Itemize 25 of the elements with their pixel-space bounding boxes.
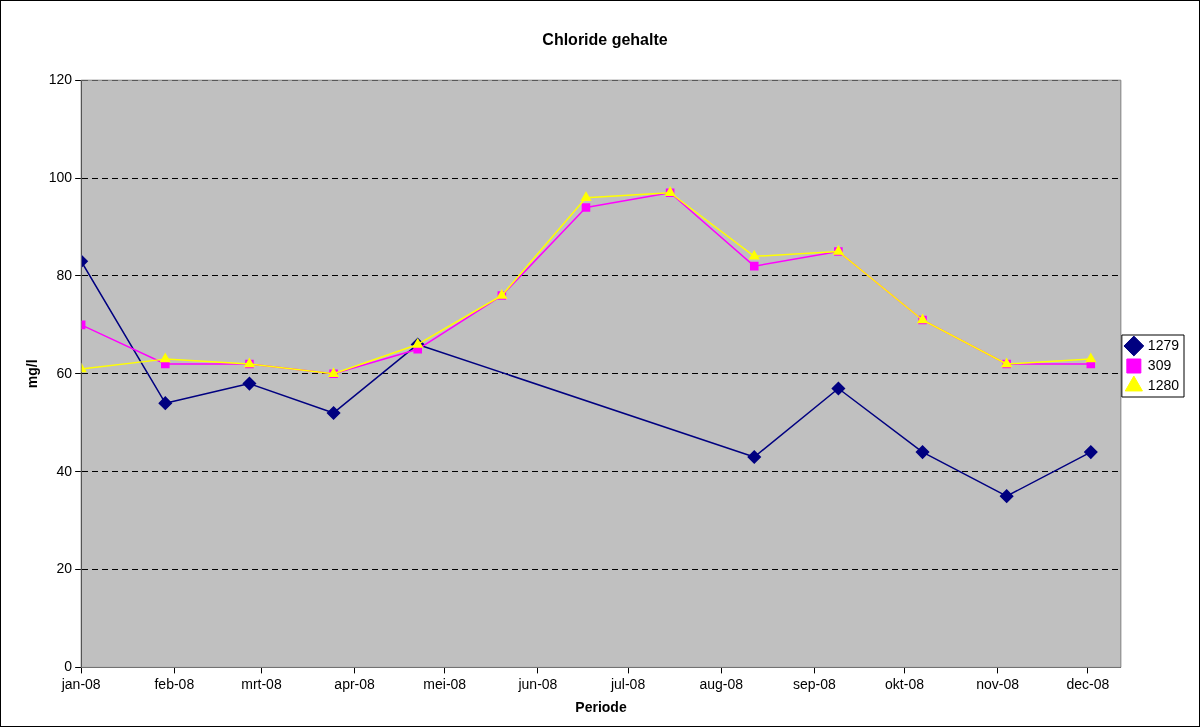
legend-label: 1280 [1147,376,1180,393]
x-tick-label: jun-08 [517,675,558,692]
x-axis-title: Periode [575,699,627,716]
x-tick-label: feb-08 [154,675,195,692]
x-tick-label: aug-08 [699,675,744,692]
x-tick-label: mrt-08 [241,675,282,692]
chart-title: Chloride gehalte [542,31,668,49]
y-tick-label: 20 [56,560,73,577]
y-tick-label: 120 [48,71,73,88]
y-tick-label: 100 [48,168,73,185]
x-tick-label: okt-08 [885,675,925,692]
legend-label: 1279 [1147,336,1180,353]
x-tick-label: jul-08 [609,675,646,692]
x-tick-label: apr-08 [334,675,376,692]
y-tick-label: 0 [64,658,73,675]
x-tick-label: jan-08 [60,675,101,692]
y-tick-label: 40 [56,462,73,479]
legend-label: 309 [1147,356,1172,373]
x-tick-label: sep-08 [792,675,836,692]
x-tick-label: nov-08 [976,675,1020,692]
y-tick-label: 80 [56,266,73,283]
x-tick-label: dec-08 [1066,675,1110,692]
y-axis-title: mg/l [24,359,41,389]
y-tick-label: 60 [56,364,73,381]
x-tick-label: mei-08 [423,675,467,692]
